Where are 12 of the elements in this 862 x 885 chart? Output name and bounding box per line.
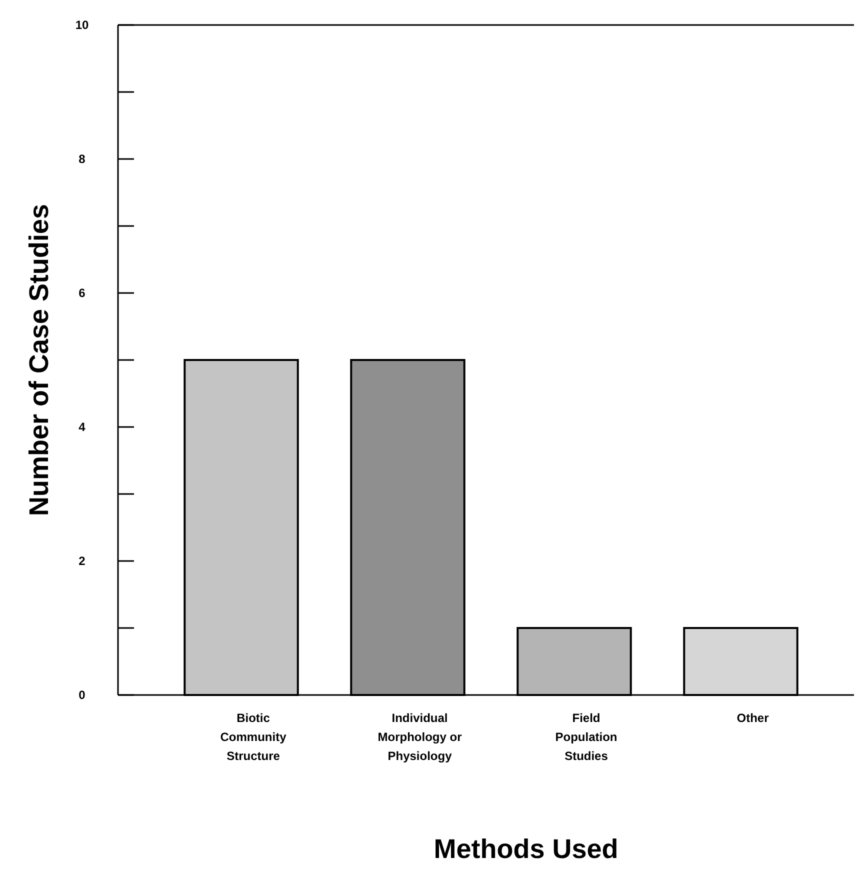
y-tick-label: 8	[78, 152, 86, 166]
y-tick-label: 6	[78, 286, 86, 300]
x-tick-label: Field Population Studies	[555, 711, 618, 763]
x-tick-label: Biotic Community Structure	[220, 711, 287, 763]
x-axis-title: Methods Used	[434, 834, 618, 864]
y-tick-label: 2	[78, 554, 86, 568]
x-tick-label: Individual Morphology or Physiology	[378, 711, 462, 763]
y-tick-label: 10	[75, 18, 89, 32]
y-tick-label: 0	[78, 688, 86, 702]
x-tick-label: Other	[736, 711, 770, 725]
y-axis-title: Number of Case Studies	[24, 204, 54, 516]
y-tick-label: 4	[78, 420, 86, 434]
